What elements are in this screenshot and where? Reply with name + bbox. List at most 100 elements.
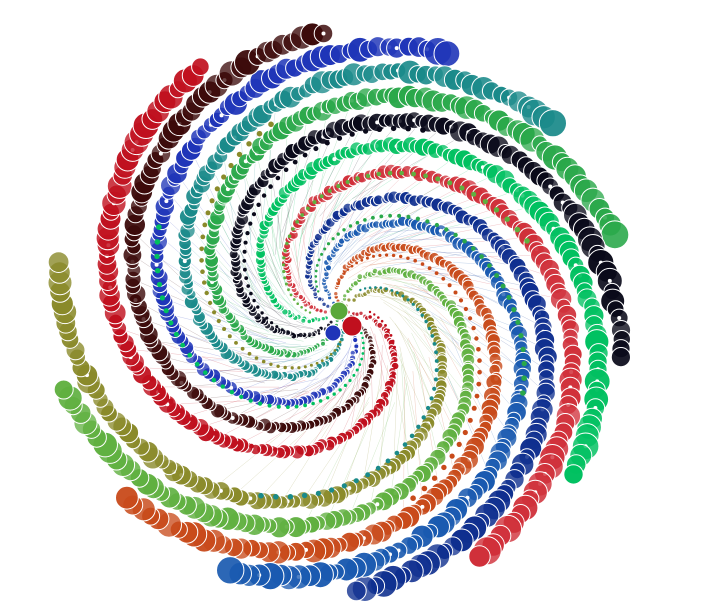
inner-trail-dot (249, 443, 254, 449)
thread-line (172, 365, 294, 375)
inner-trail-dot (211, 377, 217, 383)
inner-trail-dot (336, 184, 341, 189)
thread-line (271, 388, 345, 452)
inner-trail-dot (308, 311, 312, 314)
inner-trail-dot (424, 319, 428, 324)
inner-trail-dot (332, 392, 336, 396)
inner-trail-dot (393, 365, 397, 370)
inner-trail-dot (410, 495, 416, 502)
inner-trail-dot (471, 246, 476, 251)
inner-trail-dot (425, 219, 430, 224)
thread-line (231, 181, 282, 289)
inner-trail-dot (391, 253, 396, 258)
inner-trail-dot (314, 269, 318, 273)
thread-line (210, 394, 331, 491)
inner-trail-dot (248, 398, 253, 403)
inner-trail-dot (430, 334, 435, 338)
inner-trail-dot (228, 162, 234, 169)
inner-trail-dot (368, 310, 372, 314)
inner-trail-dot (375, 465, 381, 471)
bead-highlight (164, 199, 169, 204)
inner-trail-dot (434, 222, 439, 228)
thread-line (359, 185, 463, 242)
inner-trail-dot (353, 478, 359, 484)
spiral-bead (345, 580, 367, 602)
inner-trail-dot (420, 313, 424, 317)
spiral-bead (468, 545, 491, 568)
inner-trail-dot (286, 330, 290, 334)
center-red-dot (341, 315, 363, 337)
thread-line (432, 269, 544, 328)
inner-trail-dot (281, 263, 286, 267)
inner-trail-dot (413, 258, 418, 263)
bead-highlight (182, 259, 187, 264)
inner-trail-dot (283, 276, 287, 280)
inner-trail-dot (301, 492, 308, 499)
thread-line (185, 276, 270, 333)
thread-line (298, 208, 310, 271)
thread-line (264, 321, 318, 330)
inner-trail-dot (338, 388, 342, 392)
inner-trail-dot (399, 170, 405, 176)
inner-trail-dot (453, 232, 458, 238)
thread-line (372, 251, 473, 269)
spiral-bead (115, 485, 139, 510)
inner-trail-dot (331, 237, 335, 241)
inner-trail-dot (348, 224, 353, 228)
inner-trail-dot (349, 131, 355, 137)
inner-trail-dot (411, 171, 416, 177)
inner-trail-dot (256, 202, 261, 207)
thread-line (361, 253, 424, 268)
thread-line (397, 311, 443, 368)
inner-trail-dot (521, 375, 527, 382)
inner-trail-dot (433, 377, 438, 382)
inner-trail-dot (315, 285, 318, 288)
inner-trail-dot (353, 426, 358, 431)
spiral-bead (333, 291, 339, 297)
inner-trail-dot (377, 316, 380, 319)
bead-highlight (617, 316, 622, 320)
bead-highlight (219, 113, 224, 118)
inner-trail-dot (518, 333, 524, 339)
inner-trail-dot (337, 280, 341, 284)
spiral-bead (610, 347, 632, 368)
inner-trail-dot (514, 226, 521, 233)
inner-trail-dot (420, 262, 425, 266)
thread-line (401, 268, 504, 295)
spiral-bead (538, 109, 568, 138)
inner-trail-dot (360, 357, 364, 361)
thread-line (413, 351, 438, 458)
inner-trail-dot (441, 464, 447, 471)
thread-line (238, 283, 291, 324)
inner-trail-dot (363, 287, 367, 290)
inner-trail-dot (256, 130, 263, 137)
inner-trail-dot (252, 298, 256, 303)
inner-trail-dot (326, 242, 331, 246)
inner-trail-dot (154, 239, 161, 245)
inner-trail-dot (358, 363, 362, 366)
inner-trail-dot (156, 224, 162, 230)
inner-trail-dot (352, 373, 356, 377)
inner-trail-dot (402, 442, 408, 447)
thread-line (156, 256, 265, 328)
inner-trail-dot (209, 198, 215, 204)
thread-line (269, 137, 274, 256)
thread-line (380, 298, 434, 329)
inner-trail-dot (393, 358, 397, 362)
inner-trail-dot (295, 220, 300, 224)
inner-trail-dot (306, 206, 310, 211)
inner-trail-dot (221, 174, 227, 180)
inner-trail-dot (239, 394, 244, 399)
inner-trail-dot (295, 446, 301, 452)
spiral-bead (47, 251, 70, 274)
inner-trail-dot (494, 273, 499, 278)
thread-line (383, 302, 438, 341)
inner-trail-dot (320, 252, 324, 256)
bead-highlight (394, 46, 399, 51)
inner-trail-dot (308, 334, 311, 338)
inner-trail-dot (280, 328, 284, 332)
thread-line (400, 331, 436, 410)
thread-line (230, 318, 297, 341)
inner-trail-dot (393, 345, 396, 349)
inner-trail-dot (520, 390, 526, 396)
